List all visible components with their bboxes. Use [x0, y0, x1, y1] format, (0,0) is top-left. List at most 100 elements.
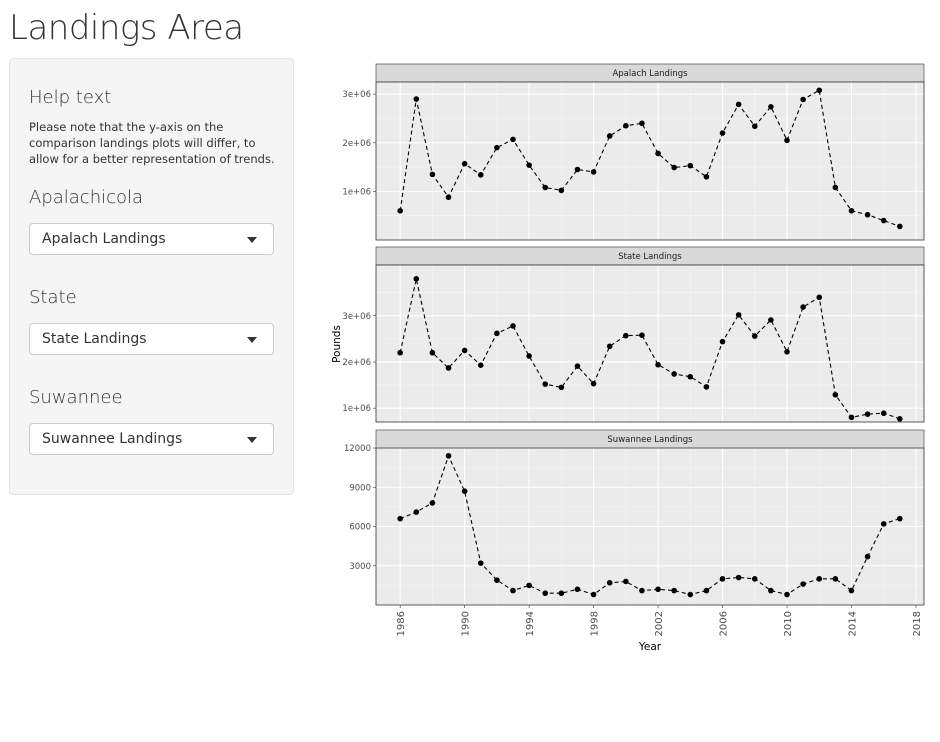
data-point [880, 521, 887, 527]
data-point [848, 208, 855, 214]
x-tick-label: 2018 [912, 611, 923, 636]
panel-background [376, 82, 924, 240]
y-tick-label: 1e+06 [342, 187, 371, 197]
series-line [399, 454, 900, 596]
x-tick-label: 1994 [525, 611, 536, 636]
data-point [461, 488, 468, 494]
data-point [510, 323, 516, 329]
caret-down-icon [247, 437, 257, 443]
data-point [397, 349, 403, 356]
data-point [735, 312, 742, 318]
data-point [639, 587, 645, 594]
apalachicola-select[interactable]: Apalach Landings [29, 223, 274, 255]
data-point [784, 349, 790, 355]
data-point [445, 365, 452, 371]
data-point [494, 330, 500, 337]
data-point [800, 96, 806, 103]
data-point [542, 590, 549, 597]
data-point [848, 414, 855, 421]
data-point [542, 381, 549, 387]
data-point [687, 162, 694, 169]
panel-border [375, 447, 925, 606]
x-tick-label: 2002 [654, 611, 665, 636]
data-point [526, 162, 532, 168]
data-point [429, 171, 436, 178]
data-point [574, 166, 581, 173]
data-point [880, 410, 887, 417]
x-tick-label: 2014 [847, 611, 858, 636]
data-point [735, 574, 742, 581]
data-point [445, 453, 452, 459]
data-point [461, 160, 468, 167]
data-point [606, 133, 613, 139]
data-point [413, 509, 420, 515]
data-point [510, 136, 516, 143]
data-point [397, 208, 403, 214]
data-point [510, 587, 516, 594]
data-point [671, 371, 677, 377]
caret-down-icon [247, 337, 257, 343]
data-point [751, 576, 758, 582]
data-point [800, 304, 806, 310]
state-select[interactable]: State Landings [29, 323, 274, 355]
y-tick-label: 6000 [349, 523, 371, 533]
data-point [880, 217, 887, 224]
data-point [590, 169, 597, 175]
data-point [558, 187, 565, 194]
data-point [719, 576, 726, 582]
data-point [864, 411, 871, 417]
y-tick-label: 1e+06 [342, 404, 371, 414]
state-selected-value: State Landings [42, 331, 147, 347]
data-point [477, 362, 484, 369]
x-axis-title: Year [638, 641, 662, 653]
data-point [494, 577, 500, 583]
help-text-body: Please note that the y-axis on the compa… [29, 120, 275, 166]
data-point [816, 87, 823, 94]
data-point [703, 587, 710, 594]
panel-border [375, 81, 925, 241]
data-point [477, 560, 484, 566]
facet-title: Apalach Landings [612, 69, 688, 79]
y-tick-label: 3000 [349, 562, 371, 572]
data-point [461, 347, 468, 354]
y-tick-label: 9000 [349, 483, 371, 493]
data-point [639, 332, 645, 338]
data-point [687, 591, 694, 598]
data-point [526, 353, 532, 359]
data-point [816, 294, 823, 301]
data-point [655, 361, 661, 368]
data-point [606, 343, 613, 350]
data-point [606, 579, 613, 586]
series-line [399, 278, 900, 420]
y-tick-label: 2e+06 [342, 358, 371, 368]
data-point [671, 164, 677, 171]
data-point [623, 122, 629, 129]
data-point [429, 500, 436, 506]
data-point [445, 194, 452, 201]
panel-border [375, 264, 925, 423]
data-point [735, 101, 742, 108]
x-tick-label: 1998 [590, 611, 601, 636]
data-point [719, 338, 726, 345]
facet-title: State Landings [618, 252, 682, 262]
data-point [703, 174, 710, 180]
x-tick-label: 1990 [461, 611, 472, 636]
data-point [397, 515, 403, 522]
suwannee-selected-value: Suwannee Landings [42, 431, 183, 447]
data-point [477, 172, 484, 178]
data-point [719, 130, 726, 136]
panel-background [376, 265, 924, 422]
apalachicola-label: Apalachicola [29, 187, 144, 208]
y-tick-label: 12000 [344, 444, 371, 454]
page-title: Landings Area [9, 8, 244, 48]
suwannee-select[interactable]: Suwannee Landings [29, 423, 274, 455]
data-point [848, 587, 855, 594]
facet-title: Suwannee Landings [607, 435, 693, 445]
data-point [623, 578, 629, 585]
data-point [816, 576, 823, 582]
data-point [832, 184, 839, 191]
suwannee-label: Suwannee [29, 387, 123, 408]
data-point [832, 391, 839, 398]
data-point [897, 515, 903, 522]
data-point [590, 591, 597, 598]
